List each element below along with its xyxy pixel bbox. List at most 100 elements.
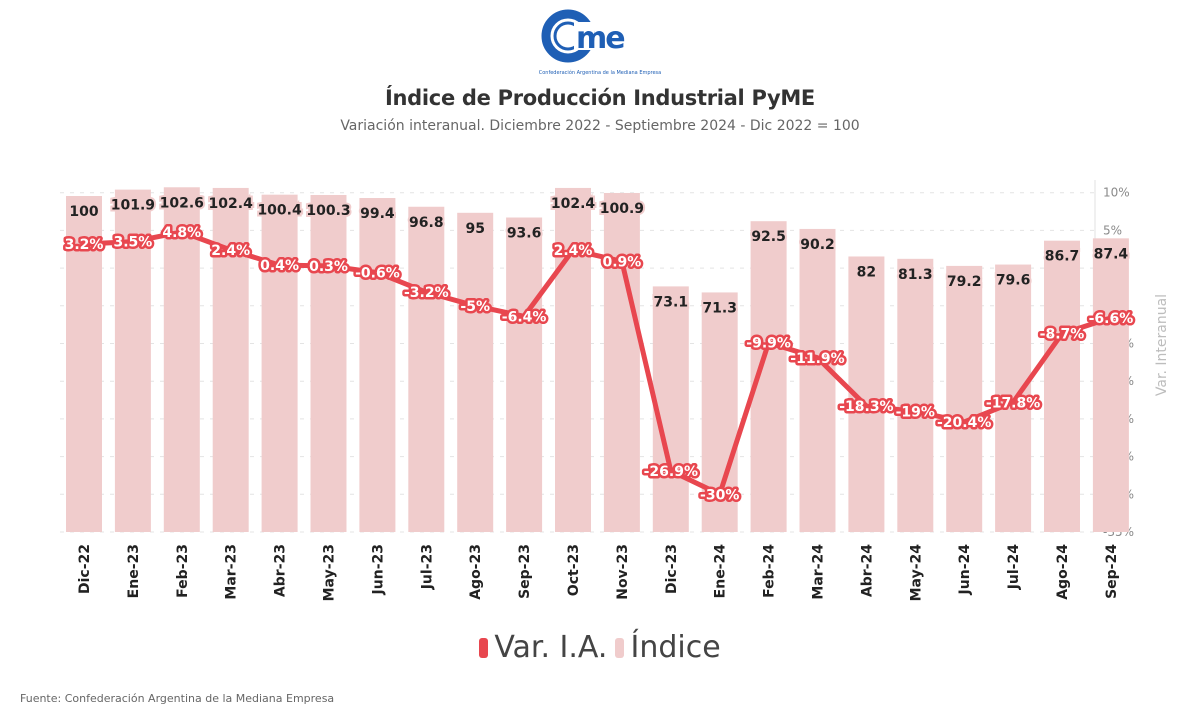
line-label: -11.9% bbox=[790, 351, 844, 367]
source-footer: Fuente: Confederación Argentina de la Me… bbox=[20, 692, 335, 705]
bar-Abr-23 bbox=[261, 194, 298, 532]
bar-label: 79.6 bbox=[996, 273, 1031, 289]
legend-marker-var bbox=[479, 637, 489, 658]
legend-label-var: Var. I.A. bbox=[494, 630, 608, 665]
bar-label: 79.2 bbox=[947, 274, 982, 290]
line-point-Mar-23 bbox=[228, 247, 234, 253]
line-label: -3.2% bbox=[404, 285, 449, 301]
x-tick-label: May-24 bbox=[908, 544, 924, 602]
line-label: -8.7% bbox=[1040, 327, 1085, 343]
line-label: -6.6% bbox=[1089, 311, 1134, 327]
y-axis-title: Var. Interanual bbox=[1154, 294, 1170, 396]
bar-label: 81.3 bbox=[898, 267, 933, 283]
x-tick-label: Abr-23 bbox=[273, 544, 289, 597]
line-point-May-23 bbox=[326, 263, 331, 269]
line-point-Jul-23 bbox=[423, 289, 429, 295]
bar-label: 92.5 bbox=[751, 229, 786, 245]
bar-Sep-24 bbox=[1092, 238, 1129, 532]
bar-label: 82 bbox=[857, 264, 876, 280]
line-label: -9.9% bbox=[746, 336, 791, 352]
line-point-Ago-23 bbox=[472, 303, 478, 309]
x-tick-label: Jul-24 bbox=[1006, 544, 1022, 591]
bar-Ene-23 bbox=[114, 189, 151, 532]
line-point-Jun-23 bbox=[374, 270, 380, 276]
bar-label: 99.4 bbox=[360, 206, 395, 222]
line-label: -0.6% bbox=[355, 266, 400, 282]
x-tick-label: Dic-22 bbox=[77, 544, 93, 594]
x-tick-label: Dic-23 bbox=[664, 544, 680, 594]
legend-item-indice[interactable]: Índice bbox=[615, 630, 721, 665]
bar-Ago-24 bbox=[1044, 240, 1080, 533]
bar-label: 95 bbox=[465, 221, 484, 237]
y-tick-label: 10% bbox=[1103, 186, 1130, 200]
bar-label: 87.4 bbox=[1094, 246, 1129, 262]
x-tick-label: Abr-24 bbox=[859, 544, 875, 597]
chart-title: Índice de Producción Industrial PyME bbox=[385, 86, 815, 110]
bar-label: 93.6 bbox=[507, 226, 542, 242]
bar-label: 101.9 bbox=[111, 198, 155, 214]
line-label: 0.3% bbox=[309, 259, 348, 275]
bar-label: 96.8 bbox=[409, 215, 444, 231]
line-point-Oct-23 bbox=[570, 247, 576, 253]
bar-Dic-22 bbox=[66, 196, 102, 532]
line-label: 3.2% bbox=[65, 237, 104, 253]
x-tick-label: Ago-24 bbox=[1055, 544, 1071, 600]
bar-Mar-24 bbox=[799, 228, 836, 533]
line-label: 0.9% bbox=[602, 254, 641, 270]
bar-Jun-24 bbox=[946, 265, 983, 532]
x-tick-label: Sep-23 bbox=[517, 544, 533, 599]
line-point-Dic-22 bbox=[81, 241, 87, 247]
x-tick-label: Ene-24 bbox=[713, 544, 729, 599]
line-point-Sep-24 bbox=[1108, 315, 1114, 321]
line-label: 4.8% bbox=[162, 225, 201, 241]
legend-label-indice: Índice bbox=[630, 630, 721, 665]
var-ia-line bbox=[83, 229, 1112, 497]
x-tick-label: Ene-23 bbox=[126, 544, 142, 598]
line-label: 2.4% bbox=[554, 243, 593, 259]
line-label: 2.4% bbox=[211, 243, 250, 259]
bar-Jun-23 bbox=[359, 198, 396, 533]
bar-Jul-23 bbox=[408, 206, 445, 532]
x-tick-label: Sep-24 bbox=[1104, 544, 1120, 599]
line-point-May-24 bbox=[912, 408, 918, 414]
line-label: -20.4% bbox=[937, 415, 991, 431]
x-tick-label: Mar-24 bbox=[811, 544, 827, 600]
bar-Nov-23 bbox=[603, 192, 640, 532]
bar-Oct-23 bbox=[555, 187, 591, 532]
bar-label: 71.3 bbox=[702, 300, 737, 316]
came-logo: me Confederación Argentina de la Mediana… bbox=[539, 9, 661, 76]
bar-label: 100.3 bbox=[306, 203, 350, 219]
bar-label: 100.4 bbox=[257, 203, 302, 219]
legend-item-var[interactable]: Var. I.A. bbox=[479, 630, 607, 665]
svg-text:me: me bbox=[576, 21, 624, 56]
chart-subtitle: Variación interanual. Diciembre 2022 - S… bbox=[340, 118, 860, 134]
bar-label: 102.4 bbox=[209, 196, 254, 212]
bar-Mar-23 bbox=[212, 187, 249, 532]
line-label: -26.9% bbox=[644, 464, 698, 480]
x-tick-label: Nov-23 bbox=[615, 544, 631, 600]
line-label: -6.4% bbox=[502, 309, 547, 325]
bar-May-24 bbox=[897, 258, 934, 532]
legend: Var. I.A. Índice bbox=[0, 630, 1200, 665]
bar-Sep-23 bbox=[506, 217, 543, 532]
bar-label: 73.1 bbox=[654, 294, 689, 310]
x-tick-label: Jun-24 bbox=[957, 544, 973, 596]
svg-text:Confederación Argentina de la: Confederación Argentina de la Mediana Em… bbox=[539, 69, 661, 76]
line-label: -17.8% bbox=[986, 395, 1040, 411]
x-tick-label: Jun-23 bbox=[370, 544, 386, 595]
line-point-Dic-23 bbox=[668, 468, 674, 474]
line-label: -19% bbox=[896, 404, 935, 420]
bar-Ago-23 bbox=[457, 212, 494, 533]
x-tick-label: Oct-23 bbox=[566, 544, 582, 596]
x-tick-label: Jul-23 bbox=[419, 544, 435, 590]
x-tick-label: Mar-23 bbox=[224, 544, 240, 600]
x-tick-label: Feb-23 bbox=[175, 544, 191, 598]
line-label: -18.3% bbox=[839, 399, 893, 415]
bar-May-23 bbox=[310, 194, 347, 532]
line-point-Sep-23 bbox=[521, 313, 527, 319]
line-label: 0.4% bbox=[260, 258, 299, 274]
y-tick-label: 5% bbox=[1103, 223, 1122, 237]
bar-Feb-23 bbox=[163, 187, 200, 532]
x-tick-label: Ago-23 bbox=[468, 544, 484, 600]
